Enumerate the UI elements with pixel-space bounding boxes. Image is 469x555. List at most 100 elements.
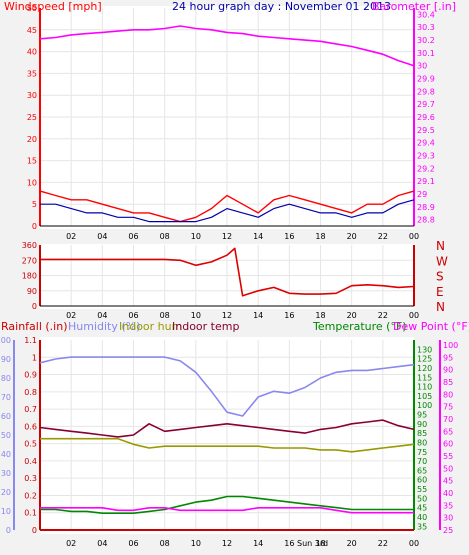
temperature-tick-label: 115 [417, 373, 432, 382]
compass-label: E [436, 285, 444, 299]
barometer-axis-label: Barometer [.in] [372, 0, 456, 13]
temperature-series [40, 495, 414, 515]
x-tick-label: 22 [378, 311, 388, 320]
dew-point-tick-label: 50 [443, 464, 453, 473]
barometer-tick-label: 30.1 [417, 49, 435, 58]
rainfall-tick-label: 0.4 [24, 457, 37, 466]
barometer-tick-label: 29.9 [417, 75, 435, 84]
indoor-temp-label: Indoor temp [172, 320, 239, 333]
indoor-hum-series [40, 437, 415, 453]
temperature-tick-label: 90 [417, 420, 427, 429]
x-tick-label: 16 [284, 232, 294, 241]
barometer-tick-label: 29.6 [417, 113, 435, 122]
barometer-tick-label: 30 [417, 62, 427, 71]
windspeed-tick-label: 50 [27, 4, 37, 13]
rainfall-tick-label: 0.2 [24, 491, 37, 500]
dew-point-tick-label: 25 [443, 526, 453, 535]
x-tick-label: 04 [97, 311, 107, 320]
x-tick-label: 16 [284, 311, 294, 320]
rainfall-label: Rainfall (.in) [1, 320, 68, 333]
x-tick-label: 00 [409, 232, 419, 241]
humidity-tick-label: 40 [1, 450, 11, 459]
temperature-tick-label: 105 [417, 392, 432, 401]
barometer-series [39, 25, 415, 67]
x-tick-label: 06 [128, 539, 138, 548]
windspeed-tick-label: 15 [27, 157, 37, 166]
humidity-tick-label: 0 [6, 526, 11, 535]
windspeed-tick-label: 25 [27, 113, 37, 122]
x-tick-label: 10 [191, 311, 201, 320]
rainfall-tick-label: 0.7 [24, 405, 37, 414]
dew-point-label: Dew Point (°F) [393, 320, 469, 333]
dew-point-tick-label: 95 [443, 353, 453, 362]
x-tick-label: 18 [315, 311, 325, 320]
direction-tick-label: 270 [22, 256, 37, 265]
humidity-tick-label: 30 [1, 469, 11, 478]
windspeed-axis-label: Windspeed [mph] [4, 0, 102, 13]
dew-point-tick-label: 35 [443, 501, 453, 510]
humidity-label: Humidity (%) [68, 320, 140, 333]
humidity-tick-label: 10 [1, 507, 11, 516]
barometer-tick-label: 29.1 [417, 177, 435, 186]
temperature-tick-label: 95 [417, 411, 427, 420]
windspeed-tick-label: 30 [27, 91, 37, 100]
x-tick-label: 12 [222, 539, 232, 548]
rainfall-tick-label: 0.3 [24, 474, 37, 483]
windspeed-tick-label: 40 [27, 48, 37, 57]
x-tick-label: 00 [409, 311, 419, 320]
x-tick-label: 22 [378, 539, 388, 548]
x-tick-label: 10 [191, 539, 201, 548]
humidity-series [39, 356, 415, 417]
dew-point-tick-label: 30 [443, 514, 453, 523]
rainfall-tick-label: 1 [32, 353, 37, 362]
windspeed-tick-label: 20 [27, 135, 37, 144]
wind-avg-series [40, 199, 415, 223]
barometer-tick-label: 29.3 [417, 151, 435, 160]
compass-label: W [436, 254, 448, 268]
direction-tick-label: 360 [22, 241, 37, 250]
windspeed-tick-label: 5 [32, 200, 37, 209]
barometer-tick-label: 29.5 [417, 126, 435, 135]
dew-point-tick-label: 80 [443, 390, 453, 399]
barometer-tick-label: 29.4 [417, 139, 435, 148]
dew-point-tick-label: 55 [443, 452, 453, 461]
dew-point-tick-label: 60 [443, 440, 453, 449]
windspeed-tick-label: 45 [27, 26, 37, 35]
x-tick-label: 10 [191, 232, 201, 241]
x-tick-label: 18 [315, 232, 325, 241]
compass-label: N [436, 239, 445, 253]
x-tick-label: 14 [253, 232, 263, 241]
x-tick-label: 08 [160, 232, 170, 241]
direction-tick-label: 0 [32, 302, 37, 311]
windspeed-tick-label: 10 [27, 178, 37, 187]
temperature-tick-label: 45 [417, 504, 427, 513]
dew-point-tick-label: 40 [443, 489, 453, 498]
x-tick-label: 22 [378, 232, 388, 241]
indoor-hum-label: Indoor hum [119, 320, 182, 333]
humidity-tick-label: 60 [1, 412, 11, 421]
rainfall-tick-label: 0.1 [24, 509, 37, 518]
sun-date-annotation: Sun 3rd [297, 539, 328, 548]
x-tick-label: 08 [160, 539, 170, 548]
temperature-tick-label: 125 [417, 355, 432, 364]
temperature-tick-label: 70 [417, 457, 427, 466]
chart-title: 24 hour graph day : November 01 2013 [172, 0, 391, 13]
rainfall-tick-label: 0.9 [24, 371, 37, 380]
temperature-tick-label: 120 [417, 364, 432, 373]
humidity-tick-label: 100 [0, 336, 11, 345]
temperature-tick-label: 100 [417, 401, 432, 410]
barometer-tick-label: 29.2 [417, 164, 435, 173]
barometer-tick-label: 30.3 [417, 23, 435, 32]
rainfall-tick-label: 0.5 [24, 440, 37, 449]
temperature-tick-label: 65 [417, 466, 427, 475]
temperature-label: Temperature (°F) [312, 320, 407, 333]
temperature-tick-label: 80 [417, 438, 427, 447]
x-tick-label: 04 [97, 232, 107, 241]
rainfall-tick-label: 0.6 [24, 422, 37, 431]
dew-point-tick-label: 70 [443, 415, 453, 424]
x-tick-label: 08 [160, 311, 170, 320]
barometer-tick-label: 29.7 [417, 100, 435, 109]
x-tick-label: 20 [347, 232, 357, 241]
